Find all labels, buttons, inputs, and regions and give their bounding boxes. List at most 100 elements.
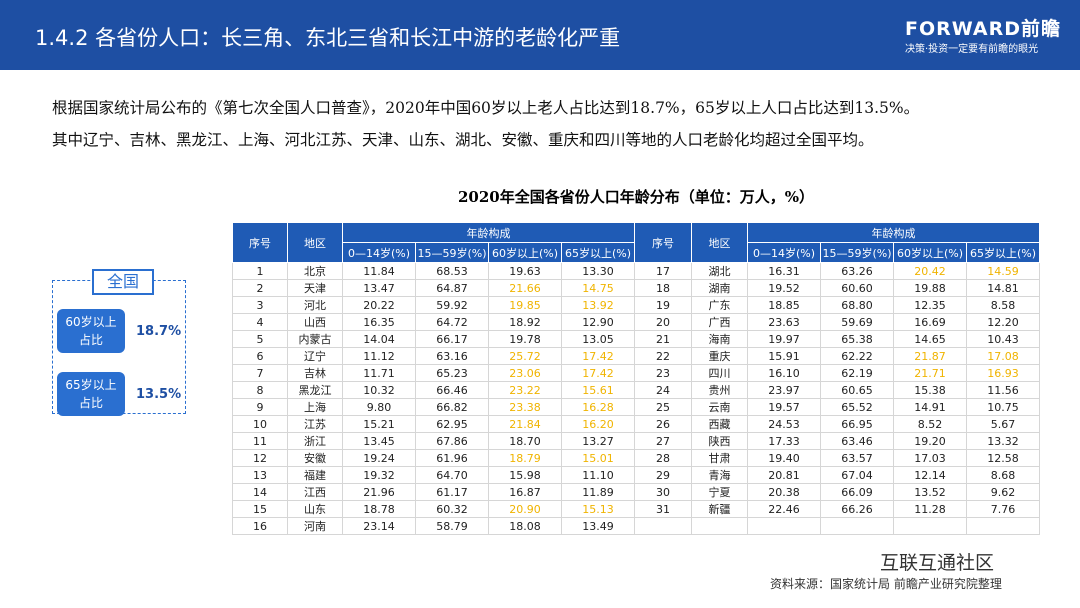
cell: 18.78 [342,500,416,518]
cell: 江西 [287,483,343,501]
row: 3 河北 20.22 59.92 19.85 13.92 19 广东 18.85 68.80 12.… [232,296,1040,314]
cell: 63.26 [820,262,894,280]
cell: 16 [232,517,288,535]
cell: 16.93 [966,364,1040,382]
cell: 19.24 [342,449,416,467]
cell: 安徽 [287,449,343,467]
cell: 江苏 [287,415,343,433]
row: 2 天津 13.47 64.87 21.66 14.75 18 湖南 19.52 60.60 19.… [232,279,1040,297]
cell: 21 [634,330,692,348]
cell [747,517,821,535]
cell: 吉林 [287,364,343,382]
cell: 16.69 [893,313,967,331]
cell: 19.88 [893,279,967,297]
cell: 10.75 [966,398,1040,416]
row: 8 黑龙江 10.32 66.46 23.22 15.61 24 贵州 23.97 60.65 15… [232,381,1040,399]
cell: 宁夏 [691,483,748,501]
cell: 65.52 [820,398,894,416]
cell: 59.69 [820,313,894,331]
cell: 4 [232,313,288,331]
header-cell: 0—14岁(%) [747,242,821,263]
cell: 19.78 [488,330,562,348]
cell: 17.42 [561,347,635,365]
cell: 23.14 [342,517,416,535]
row: 1 北京 11.84 68.53 19.63 13.30 17 湖北 16.31 63.26 20.… [232,262,1040,280]
cell: 19 [634,296,692,314]
cell: 61.17 [415,483,489,501]
cell: 18.85 [747,296,821,314]
cell: 11.56 [966,381,1040,399]
cell: 13.32 [966,432,1040,450]
cell: 13.49 [561,517,635,535]
cell: 29 [634,466,692,484]
cell: 66.09 [820,483,894,501]
cell: 23.22 [488,381,562,399]
cell: 65.38 [820,330,894,348]
cell: 30 [634,483,692,501]
cell: 陕西 [691,432,748,450]
summary-label: 60岁以上占比 [57,309,125,353]
cell: 66.82 [415,398,489,416]
cell: 8.52 [893,415,967,433]
cell: 64.87 [415,279,489,297]
cell: 湖北 [691,262,748,280]
cell: 18.92 [488,313,562,331]
brand: FORWARD前瞻 [905,18,1061,40]
cell: 13 [232,466,288,484]
cell: 25 [634,398,692,416]
cell: 65.23 [415,364,489,382]
cell: 10.43 [966,330,1040,348]
cell: 17.03 [893,449,967,467]
cell: 9 [232,398,288,416]
cell: 13.47 [342,279,416,297]
cell: 19.63 [488,262,562,280]
cell: 67.04 [820,466,894,484]
cell: 19.20 [893,432,967,450]
cell: 12 [232,449,288,467]
cell: 58.79 [415,517,489,535]
cell: 63.46 [820,432,894,450]
cell: 19.52 [747,279,821,297]
cell [966,517,1040,535]
cell: 14 [232,483,288,501]
header-cell: 65岁以上(%) [561,242,635,263]
cell: 13.92 [561,296,635,314]
cell: 68.53 [415,262,489,280]
cell: 甘肃 [691,449,748,467]
cell: 13.30 [561,262,635,280]
tagline: 决策·投资一定要有前瞻的眼光 [905,44,1039,55]
cell: 12.20 [966,313,1040,331]
cell: 8.58 [966,296,1040,314]
cell: 60.65 [820,381,894,399]
row: 15 山东 18.78 60.32 20.90 15.13 31 新疆 22.46 66.26 11… [232,500,1040,518]
cell: 59.92 [415,296,489,314]
cell: 8.68 [966,466,1040,484]
cell: 20.90 [488,500,562,518]
cell: 21.66 [488,279,562,297]
header-row: 0—14岁(%) 15—59岁(%) 60岁以上(%) 65岁以上(%) 0—14岁(%… [233,242,1040,263]
source: 资料来源：国家统计局 前瞻产业研究院整理 [770,577,1002,591]
intro-line: 其中辽宁、吉林、黑龙江、上海、河北江苏、天津、山东、湖北、安徽、重庆和四川等地的… [52,131,874,149]
cell: 68.80 [820,296,894,314]
cell: 25.72 [488,347,562,365]
cell: 60.32 [415,500,489,518]
cell: 26 [634,415,692,433]
header-cell: 地区 [287,222,343,263]
header-cell: 60岁以上(%) [893,242,967,263]
cell: 63.57 [820,449,894,467]
cell: 27 [634,432,692,450]
cell: 贵州 [691,381,748,399]
cell: 14.91 [893,398,967,416]
cell [893,517,967,535]
cell: 14.04 [342,330,416,348]
header-cell: 65岁以上(%) [966,242,1040,263]
summary-value: 13.5% [136,387,182,402]
cell [634,517,692,535]
cell: 20.38 [747,483,821,501]
cell: 12.90 [561,313,635,331]
table: 序号 地区 年龄构成 序号 地区 年龄构成 0—14岁(%) 15—59岁(%) 6… [232,222,1040,535]
cell: 18.70 [488,432,562,450]
cell: 22 [634,347,692,365]
row: 6 辽宁 11.12 63.16 25.72 17.42 22 重庆 15.91 62.22 21.… [232,347,1040,365]
